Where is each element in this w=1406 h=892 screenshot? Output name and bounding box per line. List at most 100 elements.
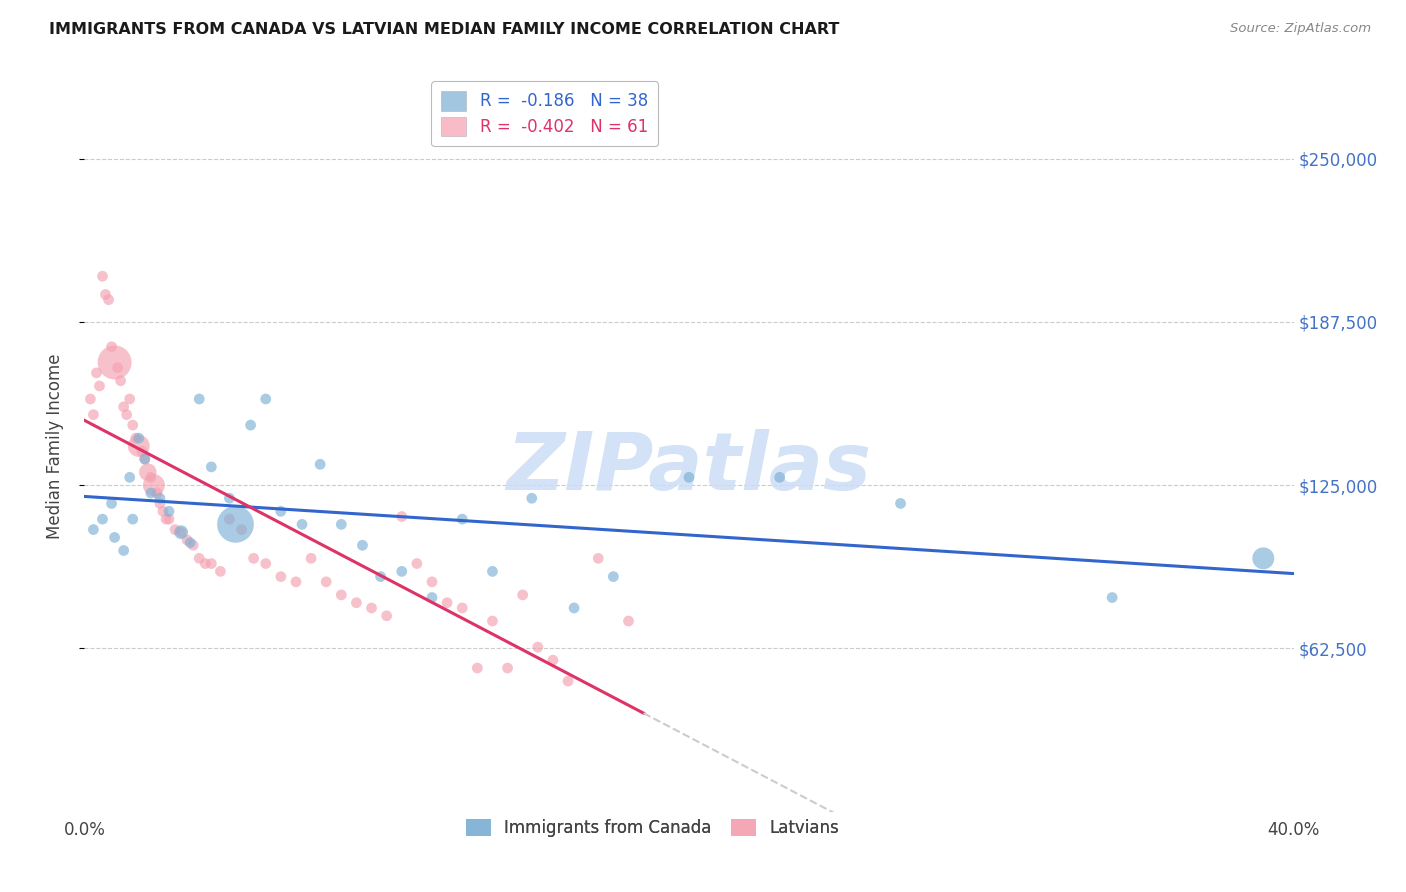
Point (128, 431, 150, 445)
Text: ZIPatlas: ZIPatlas (506, 429, 872, 507)
Legend: Immigrants from Canada, Latvians: Immigrants from Canada, Latvians (460, 812, 846, 844)
Point (360, 601, 382, 615)
Point (170, 525, 193, 540)
Point (86, 366, 108, 380)
Point (391, 509, 413, 524)
Point (91, 269, 114, 284)
Point (188, 392, 211, 406)
Point (481, 565, 503, 579)
Point (121, 418, 143, 433)
Point (112, 543, 135, 558)
Text: Source: ZipAtlas.com: Source: ZipAtlas.com (1230, 22, 1371, 36)
Point (146, 486, 169, 500)
Point (82, 523, 104, 537)
Point (131, 444, 153, 458)
Point (152, 504, 174, 518)
Point (134, 452, 156, 467)
Point (406, 557, 429, 571)
Point (89, 379, 111, 393)
Point (481, 614, 503, 628)
Point (231, 523, 253, 537)
Point (242, 551, 264, 566)
Point (218, 491, 240, 506)
Point (79, 392, 101, 406)
Point (200, 459, 222, 474)
Point (94, 287, 117, 301)
Point (188, 551, 211, 566)
Point (420, 574, 443, 589)
Point (97, 293, 120, 307)
Point (346, 596, 368, 610)
Point (107, 360, 129, 375)
Point (541, 653, 564, 667)
Point (91, 512, 114, 526)
Point (149, 491, 172, 506)
Point (239, 418, 262, 433)
Point (157, 512, 180, 526)
Point (121, 512, 143, 526)
Point (209, 565, 232, 579)
Point (420, 591, 443, 605)
Point (110, 374, 132, 388)
Point (467, 661, 489, 675)
Point (149, 496, 172, 510)
Point (104, 530, 127, 544)
Point (112, 400, 135, 414)
Text: IMMIGRANTS FROM CANADA VS LATVIAN MEDIAN FAMILY INCOME CORRELATION CHART: IMMIGRANTS FROM CANADA VS LATVIAN MEDIAN… (49, 22, 839, 37)
Point (391, 565, 413, 579)
Point (82, 408, 104, 422)
Point (451, 601, 474, 615)
Point (142, 478, 165, 492)
Point (100, 340, 122, 354)
Point (225, 517, 247, 532)
Point (512, 588, 534, 602)
Point (115, 408, 138, 422)
Point (200, 557, 222, 571)
Y-axis label: Median Family Income: Median Family Income (45, 353, 63, 539)
Point (520, 491, 543, 506)
Point (309, 457, 332, 471)
Point (769, 470, 792, 484)
Point (890, 496, 912, 510)
Point (352, 538, 374, 552)
Point (602, 569, 624, 583)
Point (496, 661, 519, 675)
Point (299, 551, 322, 566)
Point (436, 596, 458, 610)
Point (270, 569, 292, 583)
Point (218, 512, 240, 526)
Point (315, 574, 337, 589)
Point (375, 608, 398, 623)
Point (254, 557, 277, 571)
Point (330, 588, 353, 602)
Point (139, 470, 162, 484)
Point (291, 517, 314, 532)
Point (1253, 551, 1275, 566)
Point (285, 574, 308, 589)
Point (254, 392, 277, 406)
Point (194, 557, 217, 571)
Point (128, 439, 150, 453)
Point (157, 504, 180, 518)
Point (1101, 591, 1123, 605)
Point (125, 431, 148, 445)
Point (181, 538, 204, 552)
Point (451, 512, 474, 526)
Point (557, 674, 579, 689)
Point (134, 452, 156, 467)
Point (139, 486, 162, 500)
Point (170, 525, 193, 540)
Point (270, 504, 292, 518)
Point (100, 496, 122, 510)
Point (678, 470, 700, 484)
Point (617, 614, 640, 628)
Point (136, 465, 159, 479)
Point (155, 512, 177, 526)
Point (118, 392, 141, 406)
Point (179, 535, 201, 549)
Point (370, 569, 392, 583)
Point (176, 533, 198, 547)
Point (588, 551, 610, 566)
Point (330, 517, 353, 532)
Point (562, 601, 585, 615)
